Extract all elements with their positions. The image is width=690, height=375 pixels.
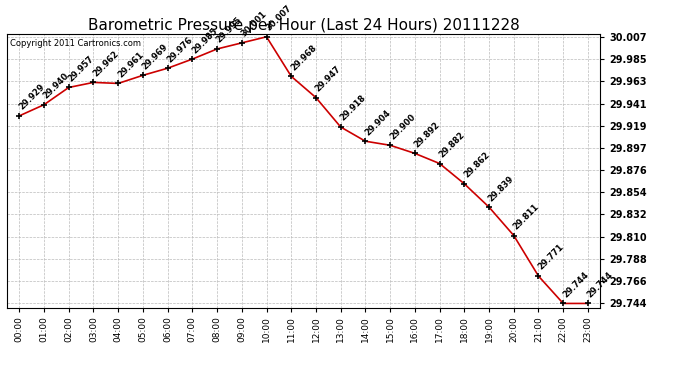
Text: 29.976: 29.976 xyxy=(166,35,195,64)
Text: 29.892: 29.892 xyxy=(413,120,442,149)
Text: 29.940: 29.940 xyxy=(42,71,71,100)
Text: 29.962: 29.962 xyxy=(91,49,121,78)
Text: 29.882: 29.882 xyxy=(437,130,466,159)
Text: 29.900: 29.900 xyxy=(388,112,417,141)
Text: 29.985: 29.985 xyxy=(190,26,219,55)
Text: 29.969: 29.969 xyxy=(141,42,170,71)
Text: 29.862: 29.862 xyxy=(462,150,491,180)
Title: Barometric Pressure per Hour (Last 24 Hours) 20111228: Barometric Pressure per Hour (Last 24 Ho… xyxy=(88,18,520,33)
Text: 29.918: 29.918 xyxy=(339,94,368,123)
Text: 30.007: 30.007 xyxy=(264,4,293,33)
Text: 30.001: 30.001 xyxy=(239,10,268,39)
Text: 29.839: 29.839 xyxy=(487,174,516,203)
Text: 29.947: 29.947 xyxy=(314,64,343,93)
Text: 29.968: 29.968 xyxy=(289,43,318,72)
Text: 29.929: 29.929 xyxy=(17,82,46,112)
Text: 29.771: 29.771 xyxy=(536,243,566,272)
Text: 29.995: 29.995 xyxy=(215,16,244,45)
Text: Copyright 2011 Cartronics.com: Copyright 2011 Cartronics.com xyxy=(10,39,141,48)
Text: 29.744: 29.744 xyxy=(561,270,590,299)
Text: 29.957: 29.957 xyxy=(66,54,96,83)
Text: 29.811: 29.811 xyxy=(511,202,541,231)
Text: 29.744: 29.744 xyxy=(586,270,615,299)
Text: 29.904: 29.904 xyxy=(363,108,393,137)
Text: 29.961: 29.961 xyxy=(116,50,145,79)
